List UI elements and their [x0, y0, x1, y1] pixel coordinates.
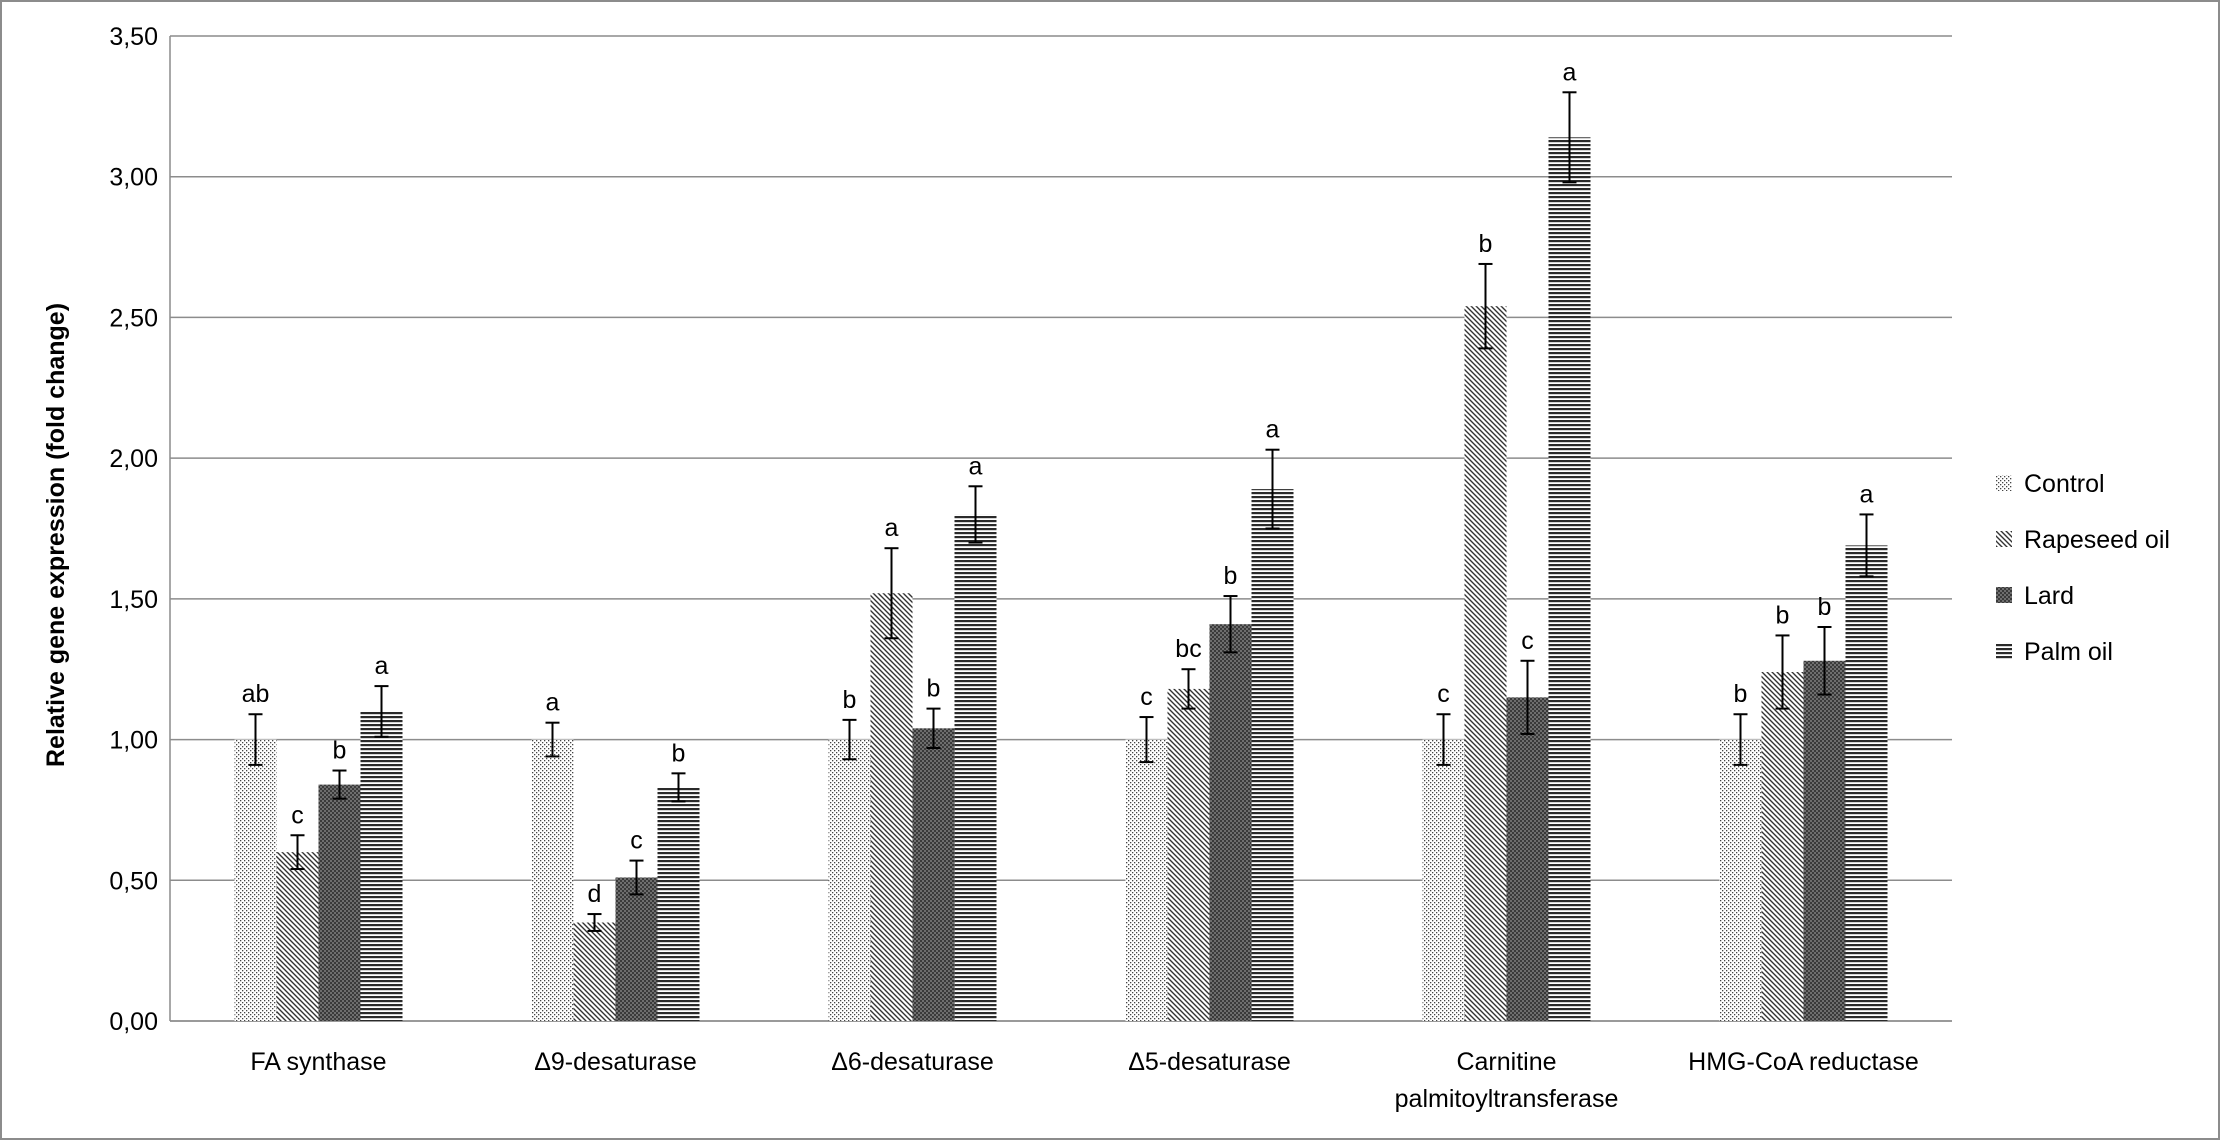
data-label: c — [1437, 680, 1450, 708]
y-tick-label: 1,00 — [109, 727, 158, 755]
bar — [1761, 672, 1804, 1021]
data-label: b — [1224, 562, 1238, 590]
bar — [657, 787, 700, 1021]
data-label: d — [588, 880, 602, 908]
legend-entry: Rapeseed oil — [2024, 526, 2170, 554]
data-label: c — [291, 801, 304, 829]
bar — [1506, 697, 1549, 1021]
data-label: b — [1734, 680, 1748, 708]
gridlines — [169, 35, 1952, 1022]
bar — [531, 739, 574, 1021]
x-tick-label: HMG-CoA reductase — [1688, 1048, 1919, 1076]
data-label: a — [969, 452, 983, 480]
bar — [360, 711, 403, 1021]
bars — [234, 91, 1888, 1022]
x-tick-label: FA synthase — [250, 1048, 386, 1076]
legend-swatch — [1996, 587, 2012, 603]
data-label: b — [843, 686, 857, 714]
bar — [318, 784, 361, 1021]
legend-swatch — [1996, 531, 2012, 547]
x-tick-label: palmitoyltransferase — [1395, 1085, 1619, 1113]
x-tick-label: Δ9-desaturase — [534, 1048, 697, 1076]
bar — [1251, 489, 1294, 1022]
bar — [828, 739, 871, 1021]
y-tick-label: 0,00 — [109, 1008, 158, 1036]
data-label: b — [927, 675, 941, 703]
data-label: a — [546, 689, 560, 717]
x-tick-label: Δ6-desaturase — [831, 1048, 994, 1076]
legend-swatch — [1996, 643, 2012, 659]
x-tick-label: Δ5-desaturase — [1128, 1048, 1291, 1076]
y-tick-label: 1,50 — [109, 586, 158, 614]
data-label: a — [1563, 58, 1577, 86]
y-tick-label: 2,50 — [109, 304, 158, 332]
y-axis-ticks: 0,00 0,50 1,00 1,50 2,00 2,50 3,00 3,50 — [109, 23, 158, 1036]
bar — [870, 593, 913, 1021]
legend-entry: Lard — [2024, 582, 2074, 610]
data-label: a — [375, 652, 389, 680]
bar — [573, 922, 616, 1021]
data-label: b — [672, 739, 686, 767]
legend-swatch — [1996, 475, 2012, 491]
bar — [1209, 624, 1252, 1021]
bar — [1422, 739, 1465, 1021]
y-tick-label: 3,00 — [109, 164, 158, 192]
x-tick-label: Carnitine — [1456, 1048, 1556, 1076]
bar — [1719, 739, 1762, 1021]
data-label: b — [1479, 230, 1493, 258]
data-label: c — [1140, 683, 1153, 711]
y-tick-label: 2,00 — [109, 445, 158, 473]
data-label: c — [630, 827, 643, 855]
y-axis-title: Relative gene expression (fold change) — [42, 303, 70, 767]
bar — [954, 514, 997, 1021]
legend: Control Rapeseed oil Lard Palm oil — [1996, 470, 2170, 666]
data-label: b — [1818, 593, 1832, 621]
data-label: c — [1521, 627, 1534, 655]
data-label: a — [1860, 480, 1874, 508]
bar — [1548, 137, 1591, 1022]
bar — [1464, 306, 1507, 1022]
bar — [1845, 545, 1888, 1021]
legend-entry: Control — [2024, 470, 2105, 498]
data-label: bc — [1175, 635, 1201, 663]
data-label: a — [885, 514, 899, 542]
bar — [1803, 660, 1846, 1021]
y-tick-label: 3,50 — [109, 23, 158, 51]
bar — [1167, 688, 1210, 1021]
data-label: ab — [242, 680, 270, 708]
data-label: b — [333, 737, 347, 765]
x-axis-categories: FA synthase Δ9-desaturase Δ6-desaturase Δ5-… — [250, 1048, 1918, 1113]
data-label: b — [1776, 601, 1790, 629]
bar — [912, 728, 955, 1021]
bar — [234, 739, 277, 1021]
data-label: a — [1266, 416, 1280, 444]
bar — [615, 877, 658, 1021]
bar — [1125, 739, 1168, 1021]
bar — [276, 852, 319, 1021]
y-tick-label: 0,50 — [109, 867, 158, 895]
legend-entry: Palm oil — [2024, 638, 2113, 666]
